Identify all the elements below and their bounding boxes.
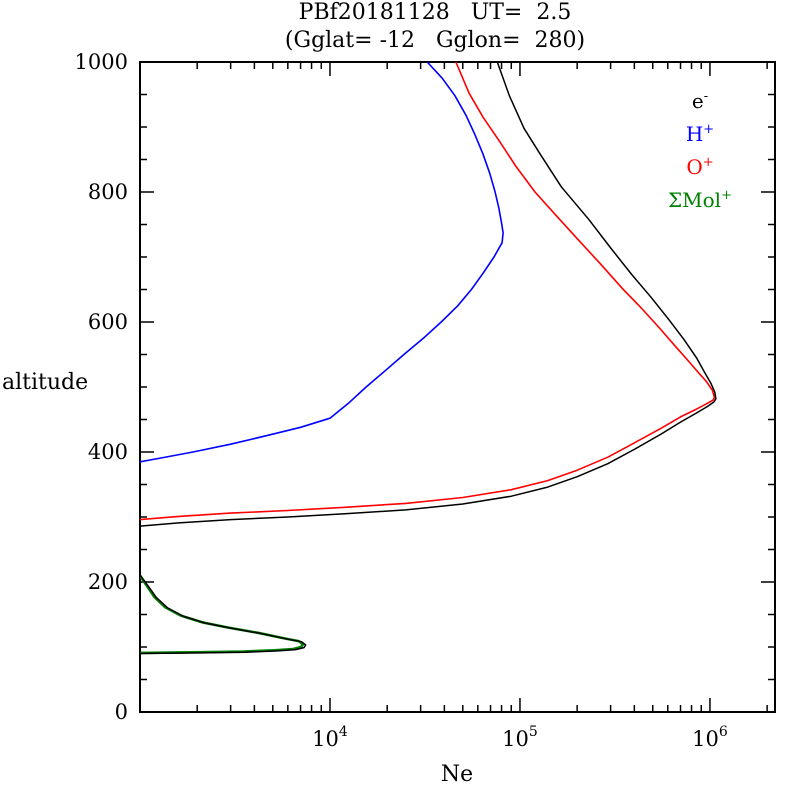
x-axis-label: Ne <box>441 762 473 787</box>
tick-labels: 0 200 400 600 800 1000 104 105 106 <box>75 50 728 751</box>
legend-electron: e- <box>692 89 708 113</box>
chart-title: PBf20181128 UT= 2.5 <box>299 0 572 25</box>
series-group <box>140 62 717 655</box>
legend: e- H+ O+ ΣMol+ <box>668 89 732 212</box>
x-tick-label: 105 <box>502 724 538 751</box>
axes <box>139 61 776 713</box>
y-tick-label: 200 <box>88 570 128 594</box>
x-tick-label: 106 <box>692 724 728 751</box>
y-tick-label: 600 <box>88 310 128 334</box>
y-tick-label: 800 <box>88 180 128 204</box>
legend-mol-plus: ΣMol+ <box>668 188 732 212</box>
series-h-plus-line <box>140 62 504 463</box>
y-axis-label: altitude <box>2 370 88 395</box>
y-tick-label: 0 <box>115 700 128 724</box>
x-tick-label: 104 <box>312 724 348 751</box>
series-o-plus-line <box>140 62 716 521</box>
legend-o-plus: O+ <box>686 155 713 179</box>
chart-subtitle: (Gglat= -12 Gglon= 280) <box>285 28 585 53</box>
plot-frame <box>139 61 776 713</box>
legend-h-plus: H+ <box>686 122 714 146</box>
y-tick-label: 400 <box>88 440 128 464</box>
series-mol-plus-line <box>140 574 305 655</box>
series-electron-line <box>140 62 717 655</box>
y-tick-label: 1000 <box>75 50 128 74</box>
